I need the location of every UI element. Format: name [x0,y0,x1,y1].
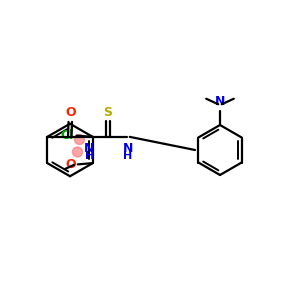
Text: H: H [123,151,132,160]
Text: O: O [65,106,76,119]
Text: N: N [215,95,225,108]
Text: S: S [103,106,112,119]
Text: Cl: Cl [61,129,74,142]
Text: O: O [65,158,76,171]
Circle shape [74,134,85,145]
Text: N: N [84,142,95,155]
Text: H: H [85,151,94,160]
Circle shape [73,147,82,157]
Text: N: N [123,142,133,155]
